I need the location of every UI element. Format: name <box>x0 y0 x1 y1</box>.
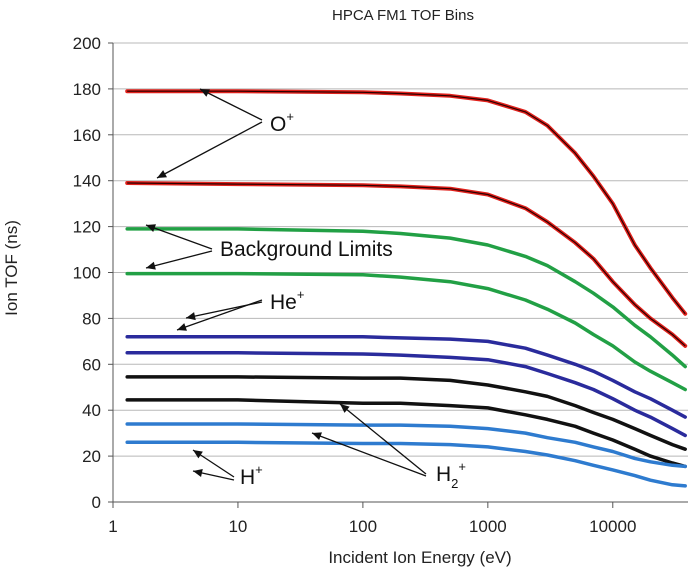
h2-arrow-lower-shaft <box>311 432 427 477</box>
o-arrow-upper-head <box>200 89 210 97</box>
h2-arrow-lower-head <box>312 432 322 441</box>
x-tick-label: 1 <box>108 517 117 536</box>
h-arrow-upper-head <box>193 450 203 459</box>
h-arrow-lower-head <box>193 468 203 477</box>
series-line-h-lower <box>125 440 687 488</box>
x-tick-labels: 1 10 100 1000 10000 <box>108 517 636 536</box>
o-arrow-lower-shaft <box>156 121 263 179</box>
background-limits-label: Background Limits <box>220 238 393 261</box>
h2-arrow-upper-head <box>340 404 350 413</box>
series-line-h-upper <box>125 422 687 469</box>
he-arrow-lower-shaft <box>185 301 263 319</box>
y-tick-label: 80 <box>82 309 101 328</box>
series-line-o-upper <box>125 89 688 316</box>
y-tick-label: 200 <box>73 34 101 53</box>
x-axis-label: Incident Ion Energy (eV) <box>328 548 511 567</box>
y-tick-label: 20 <box>82 447 101 466</box>
y-tick-label: 120 <box>73 218 101 237</box>
y-tick-label: 0 <box>92 493 101 512</box>
y-axis-label: Ion TOF (ns) <box>2 220 21 316</box>
series-line-he-lower <box>125 351 687 438</box>
o-arrow-upper-shaft <box>199 88 263 121</box>
he-plus-label: He+ <box>270 287 304 314</box>
bg-arrow-lower-head <box>146 261 156 270</box>
series-line-background-lower <box>125 271 687 392</box>
y-tick-label: 140 <box>73 172 101 191</box>
he-arrow-lower-head <box>186 312 196 321</box>
x-tick-label: 10000 <box>589 517 636 536</box>
h2-arrow-upper-shaft <box>339 403 427 475</box>
bg-arrow-upper-shaft <box>145 224 213 250</box>
he-arrow-upper-head <box>177 323 187 331</box>
series-line-h2-lower <box>125 398 687 469</box>
series-line-o-lower <box>125 181 688 348</box>
axes <box>108 42 688 508</box>
series-line-o-upper-edge <box>127 90 686 315</box>
series-line-h2-upper <box>125 375 687 451</box>
series-lines <box>125 89 688 488</box>
annotations: O+ Background Limits He+ H+ H2+ <box>145 88 466 491</box>
chart-title: HPCA FM1 TOF Bins <box>332 7 474 24</box>
x-tick-label: 100 <box>349 517 377 536</box>
bg-arrow-lower-shaft <box>145 250 213 269</box>
y-tick-labels: 0 20 40 60 80 100 120 140 160 180 200 <box>73 34 101 512</box>
y-tick-label: 100 <box>73 264 101 283</box>
o-plus-label: O+ <box>270 109 294 136</box>
series-line-background-upper <box>125 227 687 369</box>
series-line-o-lower-edge <box>127 182 686 347</box>
y-tick-label: 40 <box>82 401 101 420</box>
h-plus-label: H+ <box>240 462 263 489</box>
y-tick-label: 180 <box>73 80 101 99</box>
o-arrow-lower-head <box>157 170 167 178</box>
series-line-he-upper <box>125 335 687 419</box>
y-tick-label: 160 <box>73 126 101 145</box>
h2-plus-label: H2+ <box>436 459 466 491</box>
x-tick-label: 10 <box>228 517 247 536</box>
x-tick-label: 1000 <box>469 517 507 536</box>
y-tick-label: 60 <box>82 355 101 374</box>
bg-arrow-upper-head <box>146 224 156 232</box>
